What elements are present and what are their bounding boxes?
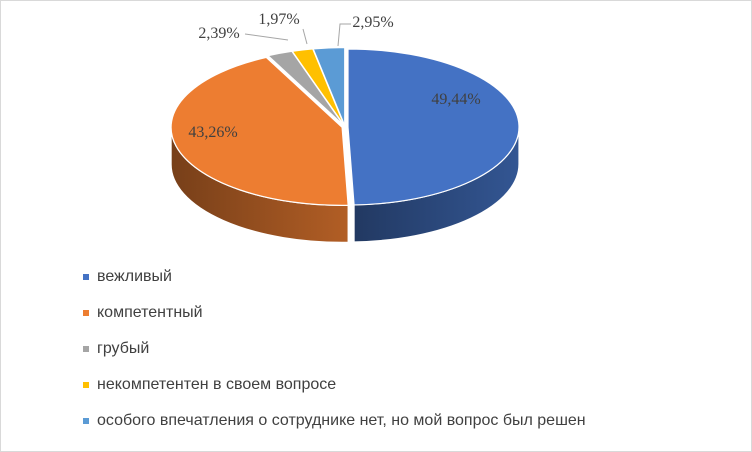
legend-swatch-1 (83, 310, 89, 316)
pie-slice-1 (170, 56, 349, 206)
data-label-3: 1,97% (258, 11, 299, 28)
leader-line-4 (337, 23, 351, 47)
legend-label-3: некомпетентен в своем вопросе (97, 376, 337, 393)
legend-item-4: особого впечатления о сотруднике нет, но… (83, 403, 586, 439)
legend-swatch-2 (83, 346, 89, 352)
legend-label-1: компетентный (97, 304, 203, 321)
legend-item-1: компетентный (83, 295, 586, 331)
legend-swatch-0 (83, 274, 89, 280)
legend: вежливый компетентный грубый некомпетентен … (83, 259, 586, 439)
legend-item-2: грубый (83, 331, 586, 367)
pie-tops (170, 46, 520, 206)
legend-item-0: вежливый (83, 259, 586, 295)
data-label-2: 2,39% (198, 25, 239, 42)
legend-swatch-3 (83, 382, 89, 388)
data-label-4: 2,95% (352, 14, 393, 31)
leader-line-2 (244, 33, 289, 41)
data-labels: 49,44% 43,26% 2,39% 1,97% 2,95% (188, 11, 480, 141)
data-label-1: 43,26% (188, 124, 237, 141)
legend-label-0: вежливый (97, 268, 172, 285)
legend-item-3: некомпетентен в своем вопросе (83, 367, 586, 403)
legend-label-2: грубый (97, 340, 150, 357)
pie-slice-0 (347, 48, 520, 206)
leader-line-3 (302, 28, 308, 45)
legend-label-4: особого впечатления о сотруднике нет, но… (97, 412, 586, 429)
pie-slice-4 (312, 46, 346, 126)
legend-swatch-4 (83, 418, 89, 424)
leader-lines (244, 23, 351, 47)
data-label-0: 49,44% (431, 91, 480, 108)
